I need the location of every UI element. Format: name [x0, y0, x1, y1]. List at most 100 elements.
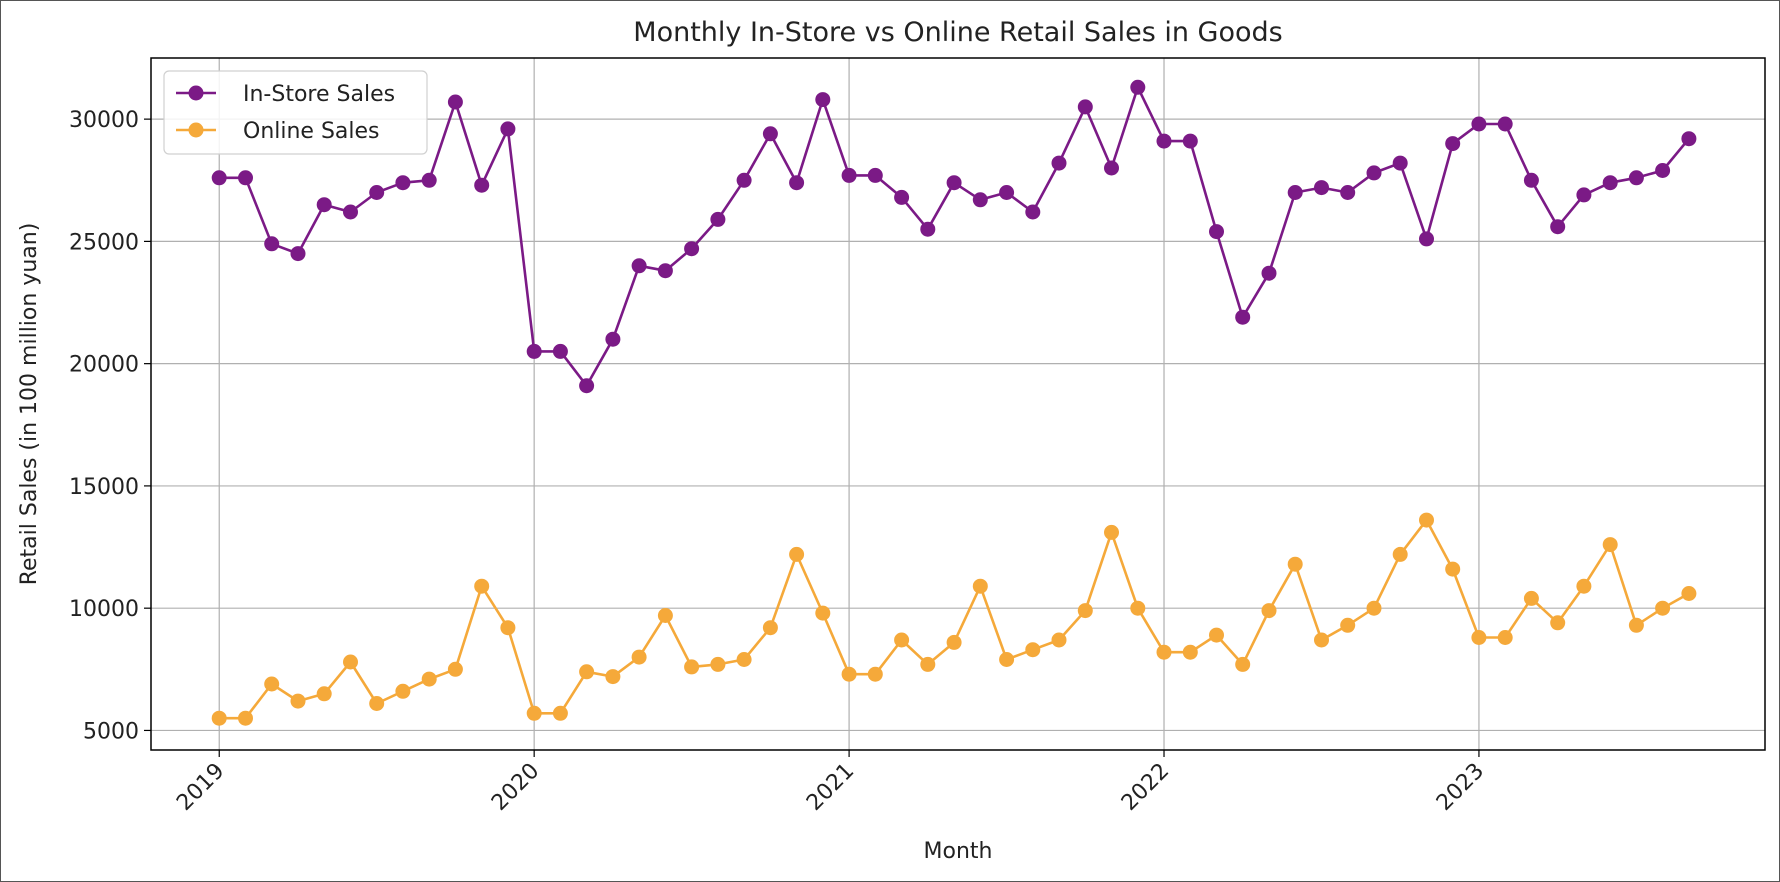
- data-point: [1130, 600, 1146, 616]
- y-tick-label: 30000: [69, 108, 139, 133]
- legend-marker: [188, 85, 204, 101]
- data-point: [552, 343, 568, 359]
- data-point: [631, 649, 647, 665]
- data-point: [1602, 537, 1618, 553]
- legend: In-Store Sales Online Sales: [163, 70, 428, 155]
- x-axis-label: Month: [924, 839, 993, 864]
- data-point: [631, 258, 647, 274]
- data-point: [1602, 175, 1618, 191]
- data-point: [264, 676, 280, 692]
- data-point: [657, 608, 673, 623]
- data-point: [1550, 615, 1566, 631]
- data-point: [1576, 187, 1592, 203]
- data-point: [421, 172, 437, 188]
- data-point: [920, 656, 936, 672]
- data-point: [1209, 224, 1224, 240]
- data-point: [1392, 155, 1408, 171]
- data-point: [1025, 642, 1041, 658]
- data-point: [500, 121, 516, 137]
- data-point: [710, 656, 726, 672]
- data-point: [343, 204, 358, 220]
- data-point: [1104, 524, 1119, 540]
- data-point: [316, 197, 332, 213]
- y-tick-label: 20000: [69, 353, 139, 378]
- data-point: [1628, 617, 1644, 633]
- data-point: [395, 683, 411, 699]
- plot-area-frame: [150, 57, 1766, 751]
- data-point: [1655, 600, 1671, 616]
- data-point: [447, 661, 463, 677]
- data-point: [605, 331, 621, 347]
- data-point: [684, 241, 700, 257]
- series-layer: [211, 79, 1697, 726]
- data-point: [762, 126, 778, 142]
- data-point: [1655, 163, 1671, 178]
- data-point: [972, 578, 988, 594]
- data-point: [474, 578, 490, 594]
- data-point: [1681, 586, 1697, 601]
- y-axis-label: Retail Sales (in 100 million yuan): [17, 223, 42, 586]
- series-in-store: [211, 79, 1697, 394]
- legend-label: Online Sales: [243, 119, 380, 144]
- data-point: [1077, 99, 1093, 115]
- data-point: [762, 620, 778, 636]
- data-point: [316, 686, 332, 702]
- data-point: [1419, 512, 1434, 528]
- data-point: [1209, 627, 1224, 643]
- data-point: [894, 189, 910, 205]
- data-point: [1419, 231, 1434, 247]
- data-point: [1130, 79, 1146, 95]
- data-point: [1445, 136, 1461, 152]
- data-point: [684, 659, 700, 675]
- data-point: [369, 696, 385, 711]
- data-point: [579, 664, 595, 680]
- data-point: [238, 710, 253, 726]
- data-point: [1366, 165, 1382, 181]
- data-point: [736, 172, 752, 188]
- data-point: [1156, 133, 1172, 149]
- data-point: [447, 94, 463, 110]
- data-point: [264, 236, 280, 252]
- data-point: [1287, 556, 1303, 572]
- data-point: [526, 705, 542, 721]
- legend-box: [163, 70, 428, 155]
- data-point: [1025, 204, 1041, 220]
- data-point: [1576, 578, 1592, 594]
- data-point: [1051, 632, 1067, 648]
- data-point: [1523, 590, 1539, 606]
- data-point: [1550, 219, 1566, 235]
- data-point: [946, 634, 962, 650]
- data-point: [1156, 644, 1172, 660]
- data-point: [999, 185, 1015, 200]
- y-tick-label: 10000: [69, 597, 139, 622]
- data-point: [867, 666, 883, 682]
- legend-entry: Online Sales: [176, 119, 380, 144]
- legend-marker: [188, 122, 204, 138]
- data-point: [1497, 630, 1513, 645]
- series-online: [211, 512, 1697, 726]
- data-point: [1287, 185, 1303, 200]
- data-point: [421, 671, 437, 687]
- data-point: [710, 211, 726, 227]
- data-point: [211, 710, 227, 726]
- data-point: [474, 177, 490, 193]
- data-point: [1182, 644, 1198, 660]
- data-point: [841, 167, 857, 183]
- data-point: [605, 669, 621, 685]
- data-point: [867, 167, 883, 183]
- chart-title: Monthly In-Store vs Online Retail Sales …: [633, 17, 1282, 48]
- data-point: [1523, 172, 1539, 188]
- data-point: [1104, 160, 1119, 176]
- data-point: [999, 652, 1015, 667]
- data-point: [552, 705, 568, 721]
- data-point: [657, 263, 673, 279]
- data-point: [526, 343, 542, 359]
- data-point: [238, 170, 253, 186]
- data-point: [920, 221, 936, 237]
- data-point: [1261, 265, 1277, 281]
- data-point: [579, 378, 595, 394]
- data-point: [1314, 180, 1329, 196]
- legend-label: In-Store Sales: [243, 82, 395, 107]
- data-point: [1497, 116, 1513, 132]
